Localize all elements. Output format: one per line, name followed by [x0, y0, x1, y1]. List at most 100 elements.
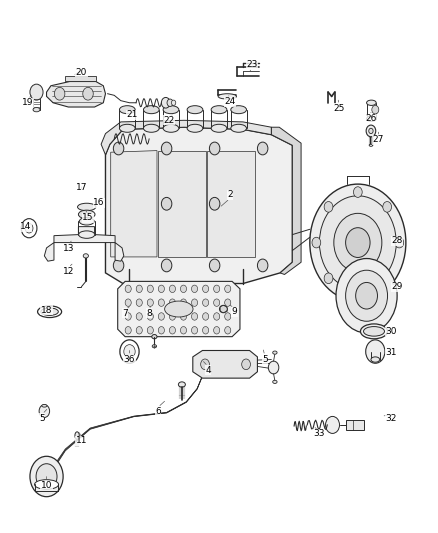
- Text: 10: 10: [41, 481, 52, 490]
- Ellipse shape: [211, 124, 227, 132]
- Circle shape: [225, 299, 231, 306]
- Circle shape: [125, 285, 131, 293]
- Circle shape: [191, 327, 198, 334]
- Polygon shape: [101, 120, 272, 155]
- Circle shape: [161, 197, 172, 210]
- Circle shape: [336, 259, 397, 333]
- Circle shape: [124, 345, 135, 359]
- Circle shape: [395, 237, 404, 248]
- Circle shape: [310, 184, 406, 301]
- Text: 18: 18: [41, 305, 52, 314]
- Ellipse shape: [364, 327, 385, 336]
- Text: 22: 22: [163, 116, 174, 125]
- Ellipse shape: [178, 382, 185, 387]
- Ellipse shape: [273, 380, 277, 383]
- Circle shape: [356, 282, 378, 309]
- Circle shape: [170, 313, 176, 320]
- Circle shape: [158, 299, 164, 306]
- Ellipse shape: [273, 351, 277, 354]
- Polygon shape: [44, 243, 54, 261]
- Circle shape: [147, 327, 153, 334]
- Circle shape: [383, 201, 392, 212]
- Text: 21: 21: [126, 110, 138, 119]
- Circle shape: [214, 327, 220, 334]
- Ellipse shape: [42, 405, 47, 407]
- Circle shape: [324, 273, 333, 284]
- Circle shape: [136, 285, 142, 293]
- Circle shape: [334, 213, 382, 272]
- Circle shape: [125, 327, 131, 334]
- Text: 2: 2: [227, 190, 233, 199]
- Text: 25: 25: [333, 103, 345, 112]
- Text: 6: 6: [155, 407, 161, 416]
- Text: 14: 14: [20, 222, 32, 231]
- Circle shape: [167, 99, 173, 107]
- Circle shape: [312, 237, 321, 248]
- Circle shape: [353, 187, 362, 197]
- Ellipse shape: [78, 203, 96, 211]
- Text: 36: 36: [124, 355, 135, 364]
- Circle shape: [383, 273, 392, 284]
- Circle shape: [158, 285, 164, 293]
- Polygon shape: [207, 151, 255, 257]
- Circle shape: [147, 299, 153, 306]
- Text: 11: 11: [76, 437, 87, 446]
- Circle shape: [180, 327, 187, 334]
- Text: 33: 33: [313, 430, 324, 439]
- Circle shape: [180, 285, 187, 293]
- Circle shape: [158, 313, 164, 320]
- Circle shape: [39, 405, 49, 417]
- Circle shape: [125, 313, 131, 320]
- Polygon shape: [346, 419, 364, 430]
- Circle shape: [201, 359, 209, 369]
- Ellipse shape: [152, 345, 156, 348]
- Text: 5: 5: [39, 414, 45, 423]
- Circle shape: [161, 259, 172, 272]
- Circle shape: [191, 285, 198, 293]
- Ellipse shape: [218, 94, 237, 99]
- Text: 13: 13: [63, 245, 74, 254]
- Ellipse shape: [369, 144, 373, 147]
- Ellipse shape: [83, 254, 88, 258]
- Circle shape: [161, 142, 172, 155]
- Circle shape: [136, 327, 142, 334]
- Circle shape: [258, 142, 268, 155]
- Ellipse shape: [79, 217, 94, 225]
- Circle shape: [325, 416, 339, 433]
- Circle shape: [214, 313, 220, 320]
- Circle shape: [147, 313, 153, 320]
- Circle shape: [25, 223, 33, 233]
- Polygon shape: [118, 281, 240, 337]
- Ellipse shape: [187, 106, 203, 114]
- Circle shape: [120, 340, 139, 364]
- Circle shape: [202, 313, 208, 320]
- Circle shape: [191, 299, 198, 306]
- Circle shape: [191, 313, 198, 320]
- Circle shape: [30, 456, 63, 497]
- Circle shape: [161, 98, 170, 108]
- Circle shape: [202, 299, 208, 306]
- Text: 8: 8: [146, 309, 152, 318]
- Ellipse shape: [163, 106, 179, 114]
- Circle shape: [372, 106, 379, 114]
- Polygon shape: [54, 227, 115, 243]
- Circle shape: [353, 288, 362, 298]
- Polygon shape: [111, 151, 157, 257]
- Circle shape: [171, 100, 176, 106]
- Text: 5: 5: [262, 355, 268, 364]
- Text: 26: 26: [365, 114, 377, 123]
- Circle shape: [258, 259, 268, 272]
- Ellipse shape: [371, 357, 380, 362]
- Circle shape: [36, 464, 57, 489]
- Text: 20: 20: [76, 68, 87, 77]
- Text: 17: 17: [76, 183, 87, 192]
- Ellipse shape: [369, 128, 373, 134]
- Circle shape: [170, 285, 176, 293]
- Circle shape: [136, 313, 142, 320]
- Ellipse shape: [165, 301, 193, 317]
- Circle shape: [366, 340, 385, 364]
- Circle shape: [170, 327, 176, 334]
- Circle shape: [30, 84, 43, 100]
- Circle shape: [225, 285, 231, 293]
- Circle shape: [125, 299, 131, 306]
